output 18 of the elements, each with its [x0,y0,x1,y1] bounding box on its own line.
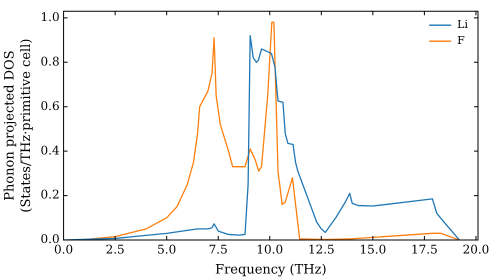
x-tick-label: 20.0 [462,242,490,256]
x-axis-title: Frequency (THz) [215,262,327,278]
y-tick-label: 0.6 [40,98,60,113]
y-axis-title: Phonon projected DOS (States/THz·primitive cell) [2,38,34,213]
x-tick-label: 17.5 [411,242,438,256]
legend-label: F [457,34,466,48]
y-tick-label: 1.0 [40,10,60,24]
x-tick-label: 0.0 [54,242,74,256]
x-tick-label: 10.0 [256,242,284,256]
x-tick-label: 5.0 [157,242,176,256]
y-tick-label: 0.2 [40,188,60,202]
x-tick-label: 12.5 [308,242,335,256]
x-tick-label: 2.5 [106,242,125,256]
y-tick-label: 0.8 [40,54,60,68]
y-tick-label: 0.4 [40,143,60,158]
x-tick-label: 15.0 [359,242,386,256]
legend-label: Li [457,18,468,32]
x-tick-label: 7.5 [208,242,228,256]
